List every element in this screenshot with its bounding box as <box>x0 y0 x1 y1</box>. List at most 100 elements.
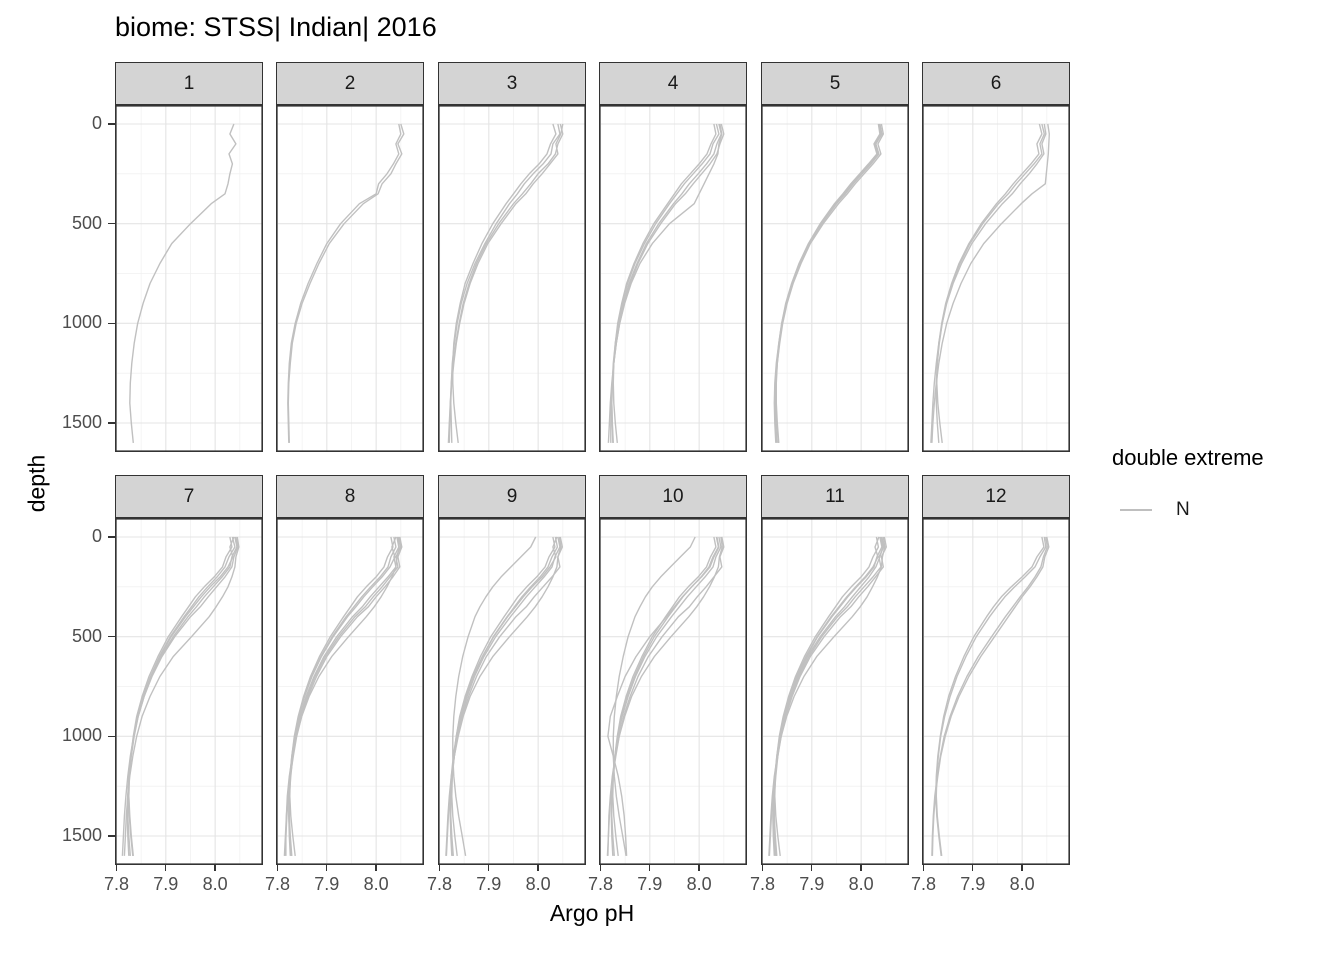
x-tick-mark <box>761 865 764 871</box>
facet-strip-9: 9 <box>438 475 586 518</box>
y-tick-label: 500 <box>71 625 102 646</box>
x-tick-label: 7.9 <box>637 874 663 894</box>
x-tick-label: 8.0 <box>686 874 712 894</box>
x-tick-label: 8.0 <box>363 874 389 894</box>
profile-line <box>450 123 561 443</box>
profile-line <box>936 123 1043 443</box>
facet-panel-12 <box>922 518 1070 865</box>
x-tick-mark <box>115 865 118 871</box>
profile-line <box>445 536 562 856</box>
x-tick-mark <box>375 865 377 871</box>
facet-strip-7: 7 <box>115 475 263 518</box>
y-tick-label: 0 <box>91 113 102 133</box>
facet-panel-4 <box>599 105 747 452</box>
x-tick-mark <box>276 865 279 871</box>
facet-panel-8 <box>276 518 424 865</box>
x-tick-mark <box>811 865 813 871</box>
y-tick-label: 500 <box>71 212 102 233</box>
y-axis-title: depth <box>23 454 50 513</box>
y-tick-mark <box>108 123 115 125</box>
facet-strip-3: 3 <box>438 62 586 105</box>
facet-panel-7 <box>115 518 263 865</box>
y-tick-mark <box>108 735 115 737</box>
x-tick-mark <box>698 865 700 871</box>
profile-line <box>772 536 884 856</box>
facet-panel-1 <box>115 105 263 452</box>
profile-line <box>607 536 720 856</box>
profile-line <box>935 536 1045 856</box>
x-tick-label: 7.8 <box>587 874 614 894</box>
x-tick-mark <box>922 865 925 871</box>
facet-panel-2 <box>276 105 424 452</box>
legend-key-line-icon <box>1120 509 1152 511</box>
y-tick-mark <box>108 835 115 837</box>
profile-line <box>448 123 564 443</box>
x-tick-label: 7.8 <box>103 874 130 894</box>
facet-panel-10 <box>599 518 747 865</box>
profile-line <box>607 123 725 443</box>
profile-line <box>612 536 696 857</box>
y-tick-label: 1500 <box>61 412 102 432</box>
x-tick-mark <box>326 865 328 871</box>
x-tick-label: 7.9 <box>799 874 825 894</box>
x-tick-mark <box>860 865 862 871</box>
profile-line <box>606 536 725 856</box>
profile-line <box>768 536 886 856</box>
facet-strip-6: 6 <box>922 62 1070 105</box>
y-tick-mark <box>108 422 115 424</box>
profile-line <box>287 123 402 443</box>
x-tick-mark <box>1021 865 1023 871</box>
x-tick-label: 7.9 <box>314 874 340 894</box>
x-tick-label: 7.8 <box>749 874 776 894</box>
facet-strip-1: 1 <box>115 62 263 105</box>
profile-line <box>127 536 235 856</box>
profile-line <box>450 536 559 856</box>
legend-item: N <box>1112 499 1264 521</box>
facet-panel-3 <box>438 105 586 452</box>
facet-strip-10: 10 <box>599 475 747 518</box>
facet-strip-11: 11 <box>761 475 909 518</box>
profile-line <box>451 536 556 856</box>
legend-item-label: N <box>1176 499 1190 520</box>
x-tick-mark <box>649 865 651 871</box>
x-tick-label: 7.9 <box>960 874 986 894</box>
x-tick-label: 7.9 <box>153 874 179 894</box>
x-tick-label: 7.9 <box>476 874 502 894</box>
profile-line <box>447 123 564 443</box>
x-tick-mark <box>972 865 974 871</box>
facet-strip-4: 4 <box>599 62 747 105</box>
profile-line <box>773 123 882 443</box>
y-tick-mark <box>108 322 115 324</box>
x-tick-mark <box>488 865 490 871</box>
facet-strip-8: 8 <box>276 475 424 518</box>
x-tick-label: 8.0 <box>1009 874 1035 894</box>
legend-title: double extreme <box>1112 445 1264 470</box>
profile-line <box>931 123 1051 443</box>
profile-line <box>128 536 233 856</box>
x-tick-label: 7.8 <box>426 874 453 894</box>
facet-panel-9 <box>438 518 586 865</box>
facet-strip-12: 12 <box>922 475 1070 518</box>
profile-line <box>288 536 397 856</box>
profile-line <box>287 123 405 443</box>
facet-panel-5 <box>761 105 909 452</box>
x-tick-mark <box>599 865 602 871</box>
profile-line <box>283 536 402 856</box>
profile-line <box>774 536 880 856</box>
facet-strip-5: 5 <box>761 62 909 105</box>
x-tick-mark <box>214 865 216 871</box>
profile-line <box>452 536 537 857</box>
profile-line <box>612 536 717 856</box>
profile-line <box>129 123 237 443</box>
x-axis-title: Argo pH <box>549 900 635 926</box>
facet-panel-6 <box>922 105 1070 452</box>
profile-line <box>612 123 717 443</box>
plot-title: biome: STSS| Indian| 2016 <box>115 12 437 42</box>
x-tick-label: 7.8 <box>264 874 291 894</box>
facet-strip-2: 2 <box>276 62 424 105</box>
x-tick-mark <box>537 865 539 871</box>
y-tick-mark <box>108 223 115 225</box>
profile-line <box>774 123 885 443</box>
y-tick-label: 1500 <box>61 825 102 845</box>
